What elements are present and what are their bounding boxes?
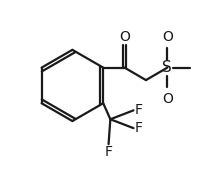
- Text: O: O: [162, 92, 173, 106]
- Text: F: F: [134, 121, 142, 135]
- Text: O: O: [119, 30, 130, 44]
- Text: S: S: [162, 60, 172, 75]
- Text: F: F: [134, 103, 142, 117]
- Text: F: F: [105, 145, 113, 159]
- Text: O: O: [162, 30, 173, 44]
